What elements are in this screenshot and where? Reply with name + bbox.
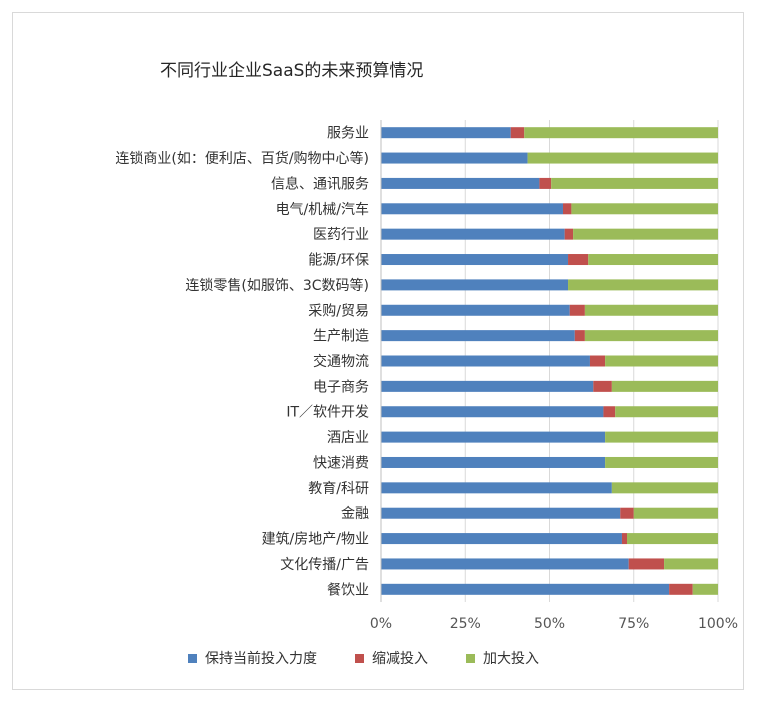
legend-item-increase: 加大投入 (466, 648, 539, 668)
legend-item-keep: 保持当前投入力度 (188, 648, 317, 668)
bar-segment-reduce (564, 228, 574, 240)
category-label: 连锁商业(如：便利店、百货/购物中心等) (115, 150, 369, 167)
bar-segment-reduce (620, 507, 634, 519)
bar-segment-increase (605, 431, 718, 443)
x-tick-label: 75% (618, 616, 649, 632)
category-label: 文化传播/广告 (280, 557, 369, 573)
bar-segment-keep (381, 330, 575, 342)
bar-segment-increase (568, 279, 718, 291)
bar-segment-increase (633, 507, 718, 519)
bar-segment-increase (627, 533, 718, 545)
bar-segment-increase (605, 355, 718, 367)
bar-segment-keep (381, 380, 594, 392)
legend-label-increase: 加大投入 (483, 651, 539, 667)
category-label: 建筑/房地产/物业 (262, 532, 369, 548)
bar-segment-reduce (628, 558, 665, 570)
category-label: 酒店业 (327, 430, 369, 446)
x-tick-label: 100% (698, 616, 738, 632)
legend-label-keep: 保持当前投入力度 (205, 651, 317, 667)
bar-segment-keep (381, 507, 621, 519)
bar-segment-increase (584, 304, 718, 316)
bar-segment-keep (381, 152, 528, 164)
bar-segment-reduce (589, 355, 606, 367)
bar-segment-keep (381, 254, 569, 266)
bar-segment-keep (381, 482, 612, 494)
bar-segment-keep (381, 127, 511, 139)
bar-segment-keep (381, 583, 670, 595)
category-label: 电气/机械/汽车 (276, 201, 369, 218)
category-label: 交通物流 (313, 353, 369, 370)
bar-segment-increase (584, 330, 718, 342)
category-label: 服务业 (327, 126, 369, 142)
x-tick-label: 50% (534, 616, 565, 632)
bar-segment-increase (527, 152, 718, 164)
bar-segment-increase (615, 406, 718, 418)
bar-segment-increase (571, 203, 718, 215)
bar-segment-increase (664, 558, 718, 570)
bar-segment-increase (605, 456, 718, 468)
legend-swatch-reduce (355, 653, 364, 663)
bar-segment-keep (381, 456, 606, 468)
category-label: 教育/科研 (308, 481, 369, 497)
chart-title: 不同行业企业SaaS的未来预算情况 (160, 61, 424, 81)
category-label: 生产制造 (313, 329, 369, 345)
bar-segment-keep (381, 558, 629, 570)
bar-segment-keep (381, 279, 569, 291)
bar-segment-increase (692, 583, 718, 595)
bar-segment-reduce (593, 380, 612, 392)
bar-segment-increase (611, 482, 718, 494)
bar-segment-reduce (669, 583, 693, 595)
category-label: 餐饮业 (327, 582, 369, 598)
legend-swatch-keep (188, 653, 197, 663)
category-label: 快速消费 (313, 455, 369, 471)
chart-frame (12, 12, 744, 690)
bar-segment-reduce (510, 127, 525, 139)
bar-segment-keep (381, 533, 622, 545)
bar-segment-increase (611, 380, 718, 392)
bar-segment-keep (381, 177, 540, 189)
x-tick-label: 25% (450, 616, 481, 632)
bar-segment-increase (551, 177, 718, 189)
category-label: 金融 (341, 506, 369, 522)
bar-segment-increase (524, 127, 718, 139)
bar-segment-reduce (569, 304, 585, 316)
bar-segment-increase (588, 254, 718, 266)
bar-segment-keep (381, 203, 563, 215)
category-label: IT／软件开发 (286, 405, 369, 421)
category-label: 能源/环保 (308, 253, 369, 269)
bar-segment-keep (381, 355, 590, 367)
category-label: 连锁零售(如服饰、3C数码等) (185, 277, 369, 294)
category-label: 电子商务 (313, 379, 369, 395)
legend-label-reduce: 缩减投入 (372, 651, 428, 667)
legend-item-reduce: 缩减投入 (355, 648, 428, 668)
bar-segment-reduce (603, 406, 616, 418)
bar-segment-reduce (539, 177, 552, 189)
bar-segment-keep (381, 406, 604, 418)
x-tick-label: 0% (370, 616, 392, 632)
bar-segment-keep (381, 304, 570, 316)
legend: 保持当前投入力度 缩减投入 加大投入 (188, 648, 539, 668)
category-label: 采购/贸易 (308, 303, 369, 319)
bar-segment-reduce (621, 533, 628, 545)
bar-segment-increase (573, 228, 718, 240)
legend-swatch-increase (466, 653, 475, 663)
bar-segment-keep (381, 228, 565, 240)
bar-segment-reduce (562, 203, 572, 215)
category-label: 信息、通讯服务 (271, 175, 369, 192)
bar-segment-reduce (574, 330, 585, 342)
category-label: 医药行业 (313, 227, 369, 243)
bar-segment-reduce (568, 254, 589, 266)
bar-segment-keep (381, 431, 606, 443)
